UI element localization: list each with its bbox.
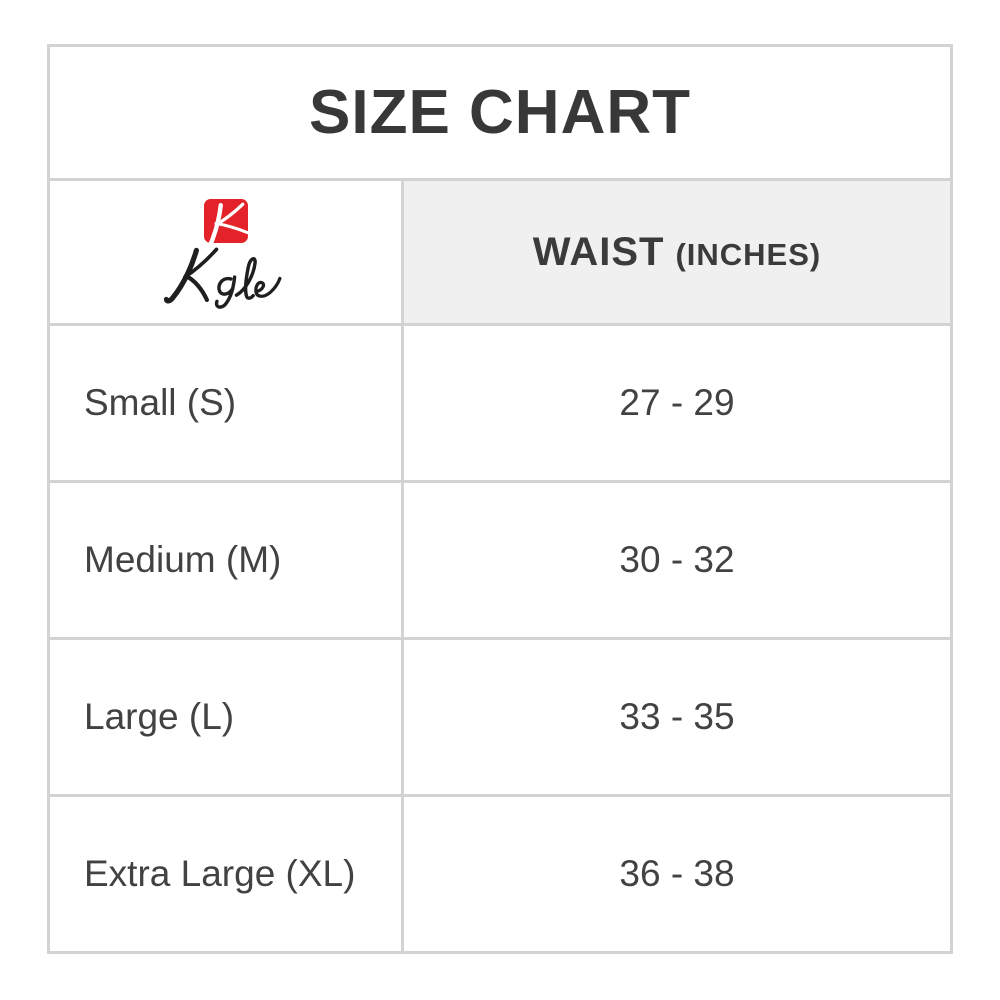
waist-value: 33 - 35 bbox=[619, 696, 735, 737]
waist-header-label: WAIST bbox=[532, 229, 665, 274]
waist-value: 36 - 38 bbox=[619, 853, 735, 894]
size-chart-table: SIZE CHART bbox=[47, 44, 953, 954]
waist-header: WAIST (INCHES) bbox=[533, 230, 821, 275]
table-row-medium-waist-cell: 30 - 32 bbox=[401, 480, 950, 637]
size-label: Extra Large (XL) bbox=[84, 853, 356, 894]
table-row-extra-large-size-cell: Extra Large (XL) bbox=[50, 794, 401, 951]
waist-header-cell: WAIST (INCHES) bbox=[401, 178, 950, 323]
brand-logo-cell bbox=[50, 178, 401, 323]
table-row-small-waist-cell: 27 - 29 bbox=[401, 323, 950, 480]
kyle-script-logo bbox=[163, 247, 282, 309]
kyle-brand-mark-icon bbox=[203, 199, 248, 243]
table-row-medium-size-cell: Medium (M) bbox=[50, 480, 401, 637]
size-label: Medium (M) bbox=[84, 539, 282, 580]
waist-header-unit: (INCHES) bbox=[675, 236, 822, 272]
table-row-large-size-cell: Large (L) bbox=[50, 637, 401, 794]
table-row-small-size-cell: Small (S) bbox=[50, 323, 401, 480]
table-row-extra-large-waist-cell: 36 - 38 bbox=[401, 794, 950, 951]
title-cell: SIZE CHART bbox=[50, 47, 950, 178]
table-row-large-waist-cell: 33 - 35 bbox=[401, 637, 950, 794]
size-label: Large (L) bbox=[84, 696, 235, 737]
size-label: Small (S) bbox=[84, 382, 237, 423]
waist-value: 27 - 29 bbox=[619, 382, 735, 423]
waist-value: 30 - 32 bbox=[619, 539, 735, 580]
page-title: SIZE CHART bbox=[309, 78, 691, 147]
